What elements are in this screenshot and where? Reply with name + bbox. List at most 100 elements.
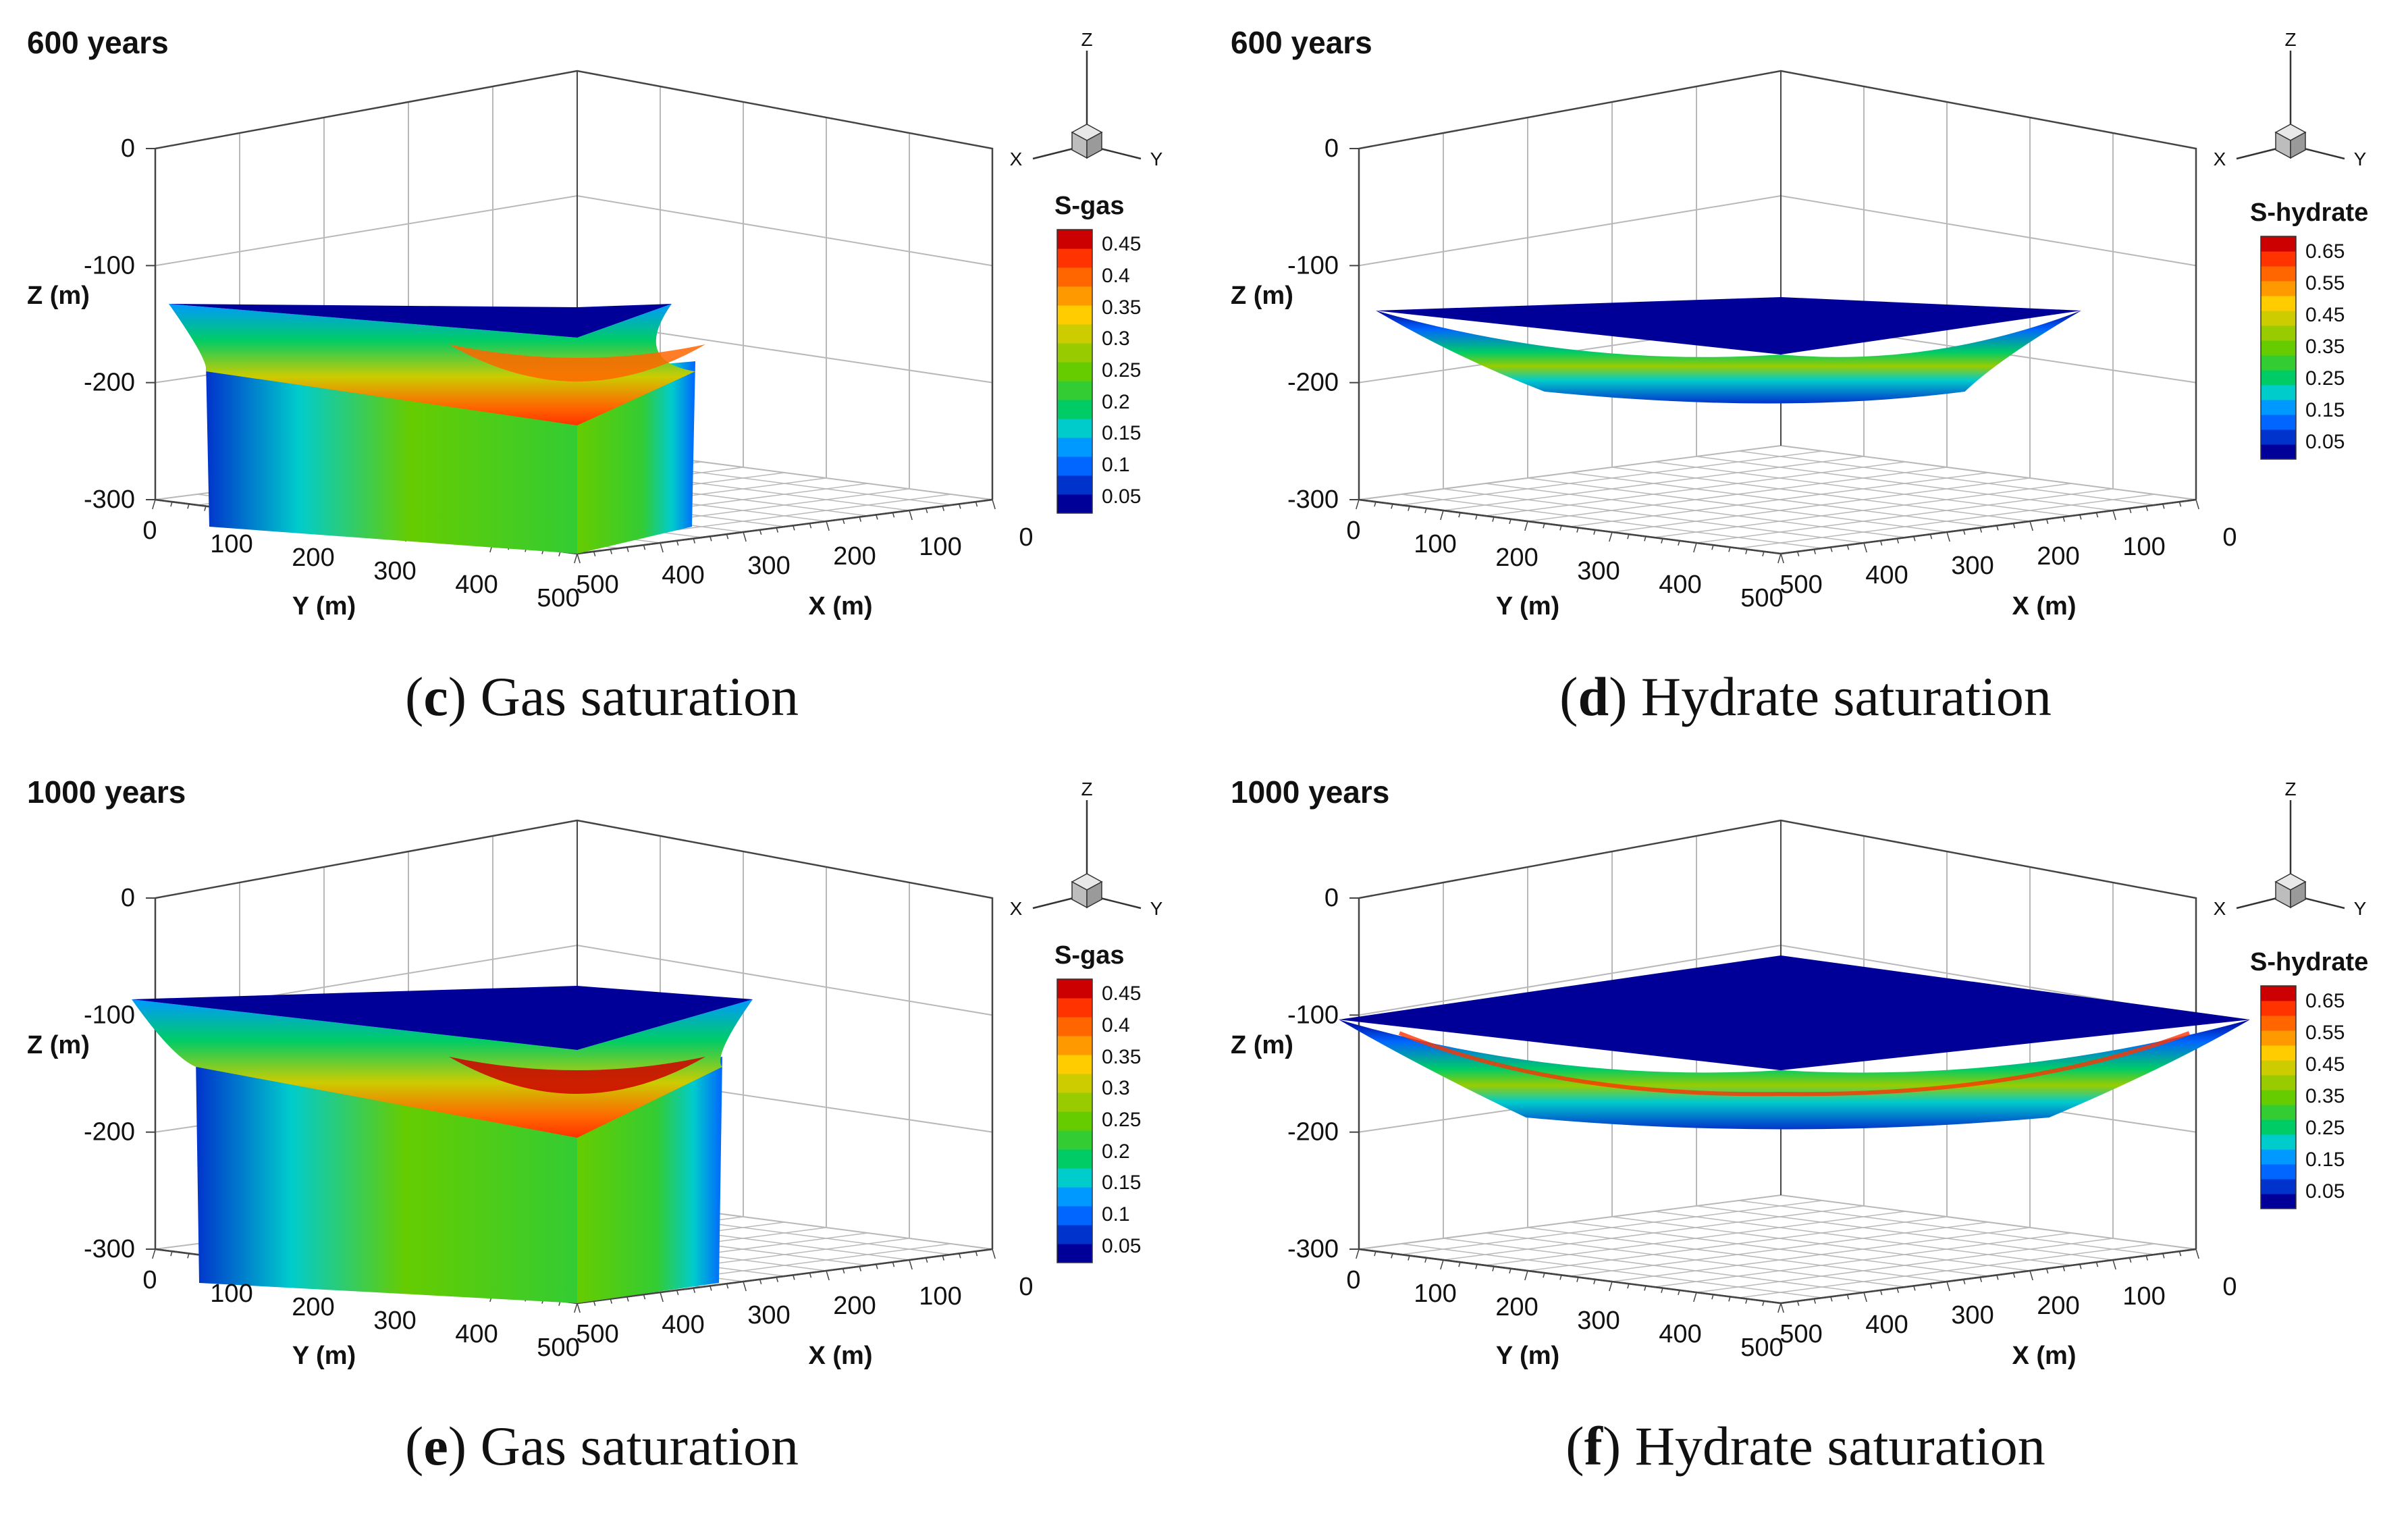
y-tick-mark bbox=[1543, 523, 1545, 529]
colorbar-swatch bbox=[1057, 286, 1092, 306]
x-tick-mark bbox=[2079, 515, 2082, 520]
plot-area: 0 -100 -200 -300 Z (m) 0 100 200 300 400 500 Y (m) 5… bbox=[27, 779, 1163, 1370]
grid-line bbox=[1654, 1232, 2072, 1288]
x-tick-mark bbox=[909, 1259, 913, 1270]
colorbar-swatch bbox=[1057, 438, 1092, 457]
x-tick-label: 400 bbox=[1865, 1311, 1908, 1339]
x-tick-mark bbox=[925, 508, 928, 514]
x-tick-mark bbox=[859, 517, 862, 522]
colorbar-swatch bbox=[2261, 1030, 2296, 1046]
x-tick-mark bbox=[992, 1248, 996, 1259]
x-tick-mark bbox=[1996, 1275, 1999, 1280]
x-tick-mark bbox=[2178, 501, 2182, 507]
grid-line bbox=[1696, 456, 2114, 511]
colorbar-swatch bbox=[1057, 305, 1092, 325]
grid-line bbox=[1358, 70, 2197, 149]
grid-line bbox=[1611, 1227, 2031, 1282]
z-tick-label: 0 bbox=[121, 884, 135, 912]
x-tick-mark bbox=[2045, 1268, 2049, 1274]
y-tick-mark bbox=[1475, 515, 1478, 520]
y-tick-label: 200 bbox=[292, 544, 334, 572]
x-tick-label: 400 bbox=[662, 1311, 704, 1339]
x-tick-mark bbox=[2012, 1272, 2016, 1278]
y-tick-mark bbox=[1559, 1275, 1562, 1280]
x-tick-mark bbox=[2145, 1255, 2149, 1261]
body-top bbox=[1376, 297, 2081, 354]
grid-line bbox=[1611, 477, 2031, 533]
colorbar bbox=[1056, 229, 1093, 514]
triad-cube-right bbox=[1086, 131, 1102, 159]
y-tick-mark bbox=[1408, 506, 1410, 511]
grid-line bbox=[1611, 1216, 2031, 1271]
x-tick-mark bbox=[975, 1251, 978, 1257]
x-tick-mark bbox=[959, 1253, 961, 1259]
y-tick-mark bbox=[1678, 1290, 1680, 1296]
colorbar bbox=[2260, 985, 2297, 1209]
colorbar-swatch bbox=[2261, 1134, 2296, 1150]
axis-triad: Z X Y bbox=[1010, 29, 1163, 169]
x-tick-mark bbox=[676, 1290, 679, 1296]
colorbar-swatch bbox=[2261, 311, 2296, 326]
x-tick-mark bbox=[1979, 527, 1983, 533]
caption-text: Hydrate saturation bbox=[1640, 666, 2052, 727]
colorbar-swatch bbox=[1057, 494, 1092, 514]
x-tick-mark bbox=[1929, 1283, 1933, 1289]
triad-cube-right bbox=[2290, 131, 2306, 159]
legend-tick-label: 0.45 bbox=[1102, 233, 1142, 256]
x-tick-label: 100 bbox=[919, 533, 961, 561]
legend-tick-label: 0.45 bbox=[1102, 982, 1142, 1005]
legend-tick-label: 0.45 bbox=[2305, 1053, 2345, 1076]
axis-labels: 0 -100 -200 -300 Z (m) 0 100 200 300 400 500 Y (m) 5… bbox=[27, 884, 1034, 1370]
colorbar-swatch bbox=[1057, 1036, 1092, 1055]
y-tick-mark bbox=[1609, 531, 1613, 542]
colorbar-swatch bbox=[1057, 1206, 1092, 1226]
colorbar-swatch bbox=[2261, 1179, 2296, 1194]
legend-tick-label: 0.45 bbox=[2305, 303, 2345, 326]
x-tick-mark bbox=[643, 544, 646, 550]
colorbar-swatch bbox=[2261, 1001, 2296, 1016]
x-tick-mark bbox=[2029, 1270, 2033, 1281]
y-tick-mark bbox=[1408, 1255, 1410, 1261]
x-tick-mark bbox=[1913, 1286, 1916, 1291]
time-label: 600 years bbox=[27, 25, 169, 60]
colorbar-swatch bbox=[1057, 1187, 1092, 1207]
triad-cube-right bbox=[2290, 880, 2306, 909]
x-tick-mark bbox=[1813, 549, 1817, 554]
legend-tick-label: 0.4 bbox=[1102, 1014, 1130, 1036]
legend-title: S-gas bbox=[1054, 941, 1125, 970]
triad-x-line bbox=[2236, 897, 2278, 910]
caption-letter: f bbox=[1584, 1415, 1603, 1477]
colorbar-swatch bbox=[2261, 1194, 2296, 1209]
panel-d: 0 -100 -200 -300 Z (m) 0 100 200 300 400 500 Y (m) 5… bbox=[1204, 0, 2407, 763]
colorbar-swatch bbox=[2261, 429, 2296, 445]
body-cap-face bbox=[132, 999, 753, 1138]
y-tick-mark bbox=[170, 501, 173, 507]
triad-z-label: Z bbox=[1081, 29, 1092, 50]
y-tick-mark bbox=[187, 504, 190, 509]
panel-e: 0 -100 -200 -300 Z (m) 0 100 200 300 400 500 Y (m) 5… bbox=[0, 749, 1204, 1512]
x-tick-mark bbox=[593, 551, 596, 557]
legend-title: S-hydrate bbox=[2250, 199, 2369, 227]
y-tick-mark bbox=[1609, 1281, 1613, 1292]
colorbar-swatch bbox=[1057, 1017, 1092, 1036]
y-tick-label: 0 bbox=[142, 517, 157, 545]
colorbar-swatch bbox=[1057, 1130, 1092, 1150]
x-tick-label: 0 bbox=[1019, 523, 1033, 552]
grid-line bbox=[1696, 488, 2114, 544]
saturation-body bbox=[1376, 297, 2081, 404]
y-tick-mark bbox=[1440, 510, 1444, 521]
triad-x-label: X bbox=[2214, 898, 2226, 919]
y-tick-mark bbox=[1762, 551, 1765, 557]
y-tick-mark bbox=[1661, 1288, 1663, 1293]
x-tick-label: 200 bbox=[833, 542, 876, 571]
legend-tick-label: 0.15 bbox=[2305, 1149, 2345, 1172]
legend-tick-label: 0.1 bbox=[1102, 1203, 1130, 1226]
x-tick-mark bbox=[643, 1294, 646, 1300]
colorbar-swatch bbox=[2261, 325, 2296, 341]
y-tick-mark bbox=[204, 506, 207, 511]
y-tick-label: 500 bbox=[537, 584, 579, 612]
legend-tick-label: 0.2 bbox=[1102, 390, 1130, 413]
y-tick-mark bbox=[152, 499, 156, 510]
x-tick-mark bbox=[726, 1283, 729, 1289]
x-tick-label: 300 bbox=[747, 552, 790, 580]
